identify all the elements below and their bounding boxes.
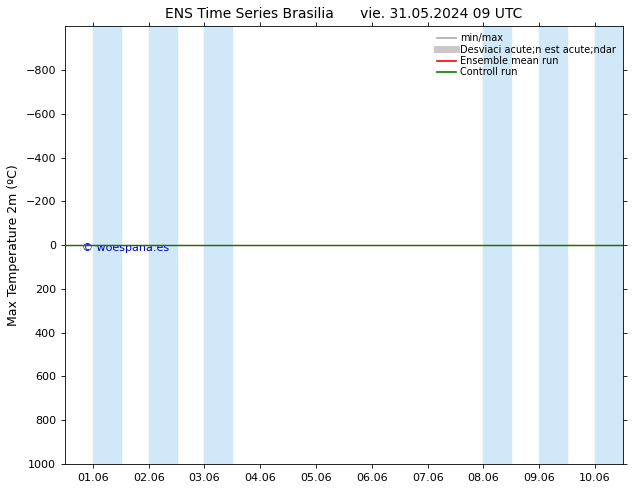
Title: ENS Time Series Brasilia      vie. 31.05.2024 09 UTC: ENS Time Series Brasilia vie. 31.05.2024… [165,7,522,21]
Bar [483,26,511,464]
Y-axis label: Max Temperature 2m (ºC): Max Temperature 2m (ºC) [7,164,20,326]
Bar [205,26,233,464]
Bar [149,26,177,464]
Text: © woespana.es: © woespana.es [82,243,169,253]
Bar [595,26,623,464]
Legend: min/max, Desviaci acute;n est acute;ndar, Ensemble mean run, Controll run: min/max, Desviaci acute;n est acute;ndar… [435,31,618,79]
Bar [93,26,121,464]
Bar [539,26,567,464]
